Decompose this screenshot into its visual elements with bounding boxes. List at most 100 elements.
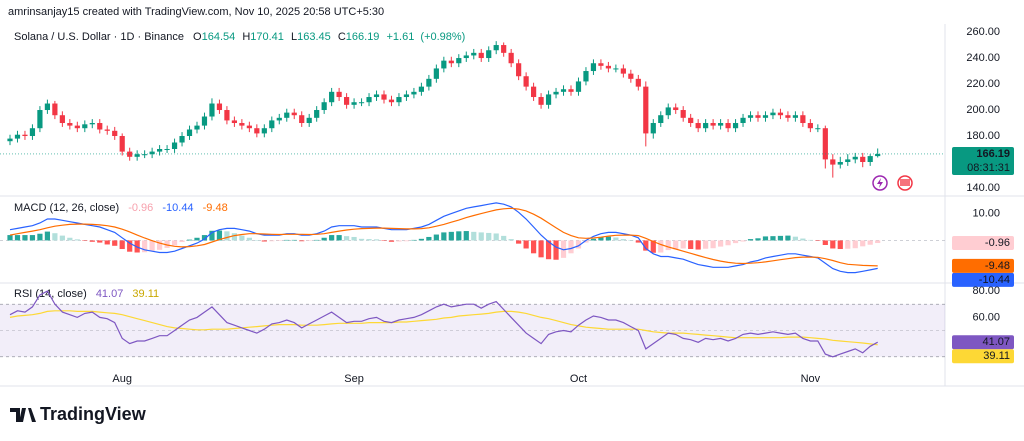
candle-body (418, 86, 424, 92)
logo-mark (10, 408, 36, 422)
candle-body (231, 120, 237, 124)
candle-body (718, 123, 724, 126)
event-icons[interactable] (872, 175, 913, 191)
macd-histogram-bar (52, 233, 58, 241)
macd-histogram-bar (44, 231, 50, 241)
candle-body (688, 117, 694, 124)
candle-body (770, 112, 776, 116)
close-label: C (338, 31, 346, 43)
macd-histogram-bar (875, 240, 881, 244)
macd-histogram-bar (373, 239, 380, 241)
macd-line-badge-bg (952, 272, 1014, 287)
rsi-line (9, 290, 878, 358)
candle-body (14, 134, 21, 139)
macd-histogram-bar (703, 240, 709, 249)
candle-body (785, 115, 791, 118)
macd-histogram-bar (650, 240, 656, 253)
candle-body (321, 102, 327, 111)
candle-body (658, 115, 664, 124)
macd-histogram-bar (545, 240, 552, 260)
last-price-badge-bg (952, 146, 1014, 175)
candle-body (89, 123, 95, 125)
macd-histogram-bar (411, 239, 417, 241)
macd-line-badge: -10.44 (979, 274, 1010, 286)
candle-body (299, 115, 305, 124)
candle-body (762, 115, 769, 118)
y-tick-label: 260.00 (966, 26, 1000, 38)
candle-body (441, 60, 447, 69)
header: amrinsanjay15 created with TradingView.c… (8, 6, 384, 18)
macd-histogram-bar (164, 240, 170, 248)
macd-histogram-badge: -0.96 (985, 237, 1010, 249)
candle-body (665, 107, 671, 116)
macd-histogram-bar (7, 235, 13, 241)
macd-histogram-bar (732, 240, 739, 244)
macd-legend: MACD (12, 26, close) -0.96 -10.44 -9.48 (14, 202, 228, 214)
macd-histogram-bar (845, 240, 851, 249)
rsi-legend: RSI (14, close) 41.07 39.11 (14, 288, 159, 300)
macd-histogram-bar (688, 240, 694, 250)
macd-histogram-bar (837, 240, 843, 250)
macd-histogram-bar (673, 240, 679, 250)
candle-body (82, 124, 88, 129)
macd-histogram-bar (179, 240, 185, 243)
x-tick-label: Oct (570, 373, 587, 385)
candle-body (815, 128, 821, 130)
macd-histogram-bar (104, 240, 110, 245)
candle-body (583, 71, 589, 82)
macd-histogram-bar (643, 240, 649, 251)
candle-body (284, 112, 290, 118)
candle-body (426, 78, 432, 87)
candle-body (575, 81, 582, 92)
rsi-ma-badge: 39.11 (983, 350, 1010, 362)
macd-histogram-bar (231, 233, 237, 241)
candle-body (254, 128, 260, 134)
candle-body (478, 52, 484, 59)
macd-histogram-bar (755, 238, 761, 241)
candle-body (164, 149, 170, 151)
macd-histogram-bar (97, 240, 103, 243)
macd-histogram-bar (628, 240, 634, 241)
countdown: 08:31:31 (967, 162, 1010, 174)
macd-histogram-bar (67, 237, 73, 241)
event-icon-glyph (877, 178, 883, 188)
candle-body (740, 117, 746, 124)
high-label: H (242, 31, 250, 43)
macd-histogram-bar (194, 237, 200, 241)
candle-body (650, 123, 656, 134)
candle-body (710, 123, 716, 126)
candle-body (97, 123, 103, 130)
macd-histogram-bar (381, 240, 387, 241)
candle-body (508, 52, 514, 64)
candle-body (800, 115, 806, 124)
macd-histogram-bar (620, 239, 626, 241)
macd-histogram-bar (284, 239, 290, 241)
candle-body (568, 89, 574, 92)
candle-body (538, 97, 544, 105)
macd-histogram-bar (366, 239, 372, 241)
macd-histogram-bar (224, 231, 230, 241)
macd-histogram-bar (119, 240, 125, 250)
macd-histogram-bar (82, 240, 88, 241)
macd-histogram-bar (186, 239, 193, 241)
candle-body (59, 115, 65, 124)
y-tick-label: 60.00 (972, 311, 1000, 323)
candle-body (875, 153, 881, 157)
macd-histogram-bar (486, 232, 492, 241)
macd-histogram-bar (695, 240, 701, 250)
macd-histogram-bar (770, 236, 776, 241)
candle-body (605, 65, 611, 69)
macd-histogram-bar (89, 240, 95, 242)
macd-histogram-bar (852, 240, 858, 249)
macd-histogram-bar (740, 240, 746, 242)
macd-histogram-bar (747, 239, 754, 241)
macd-histogram-bar (37, 233, 43, 241)
macd-histogram-bar (516, 240, 522, 244)
macd-histogram-bar (553, 240, 559, 260)
candle-body (37, 110, 43, 129)
macd-histogram-bar (142, 240, 148, 253)
candle-body (344, 97, 350, 105)
candle-body (171, 142, 178, 150)
brand-logo: TradingView (10, 404, 147, 424)
